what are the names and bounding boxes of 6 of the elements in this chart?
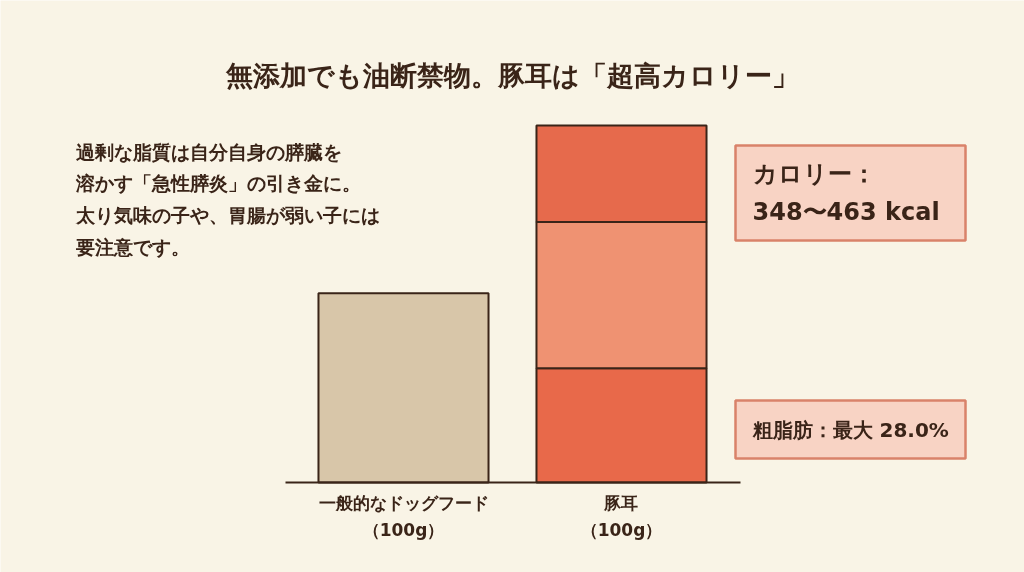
text: カロリー： 348〜463 kcal	[752, 160, 940, 226]
x-tick-label: 豚耳（100g）	[580, 492, 663, 540]
x-tick-label: 一般的なドッグフード（100g）	[318, 492, 489, 540]
chart-title: 無添加でも油断禁物。豚耳は「超高カロリー」	[225, 60, 799, 91]
text: 粗脂肪：最大 28.0%	[751, 417, 949, 442]
annotation: 過剰な脂質は自分自身の膵臓を溶かす「急性膵炎」の引き金に。太り気味の子や、胃腸が弱い子には要注意です。	[74, 140, 380, 259]
